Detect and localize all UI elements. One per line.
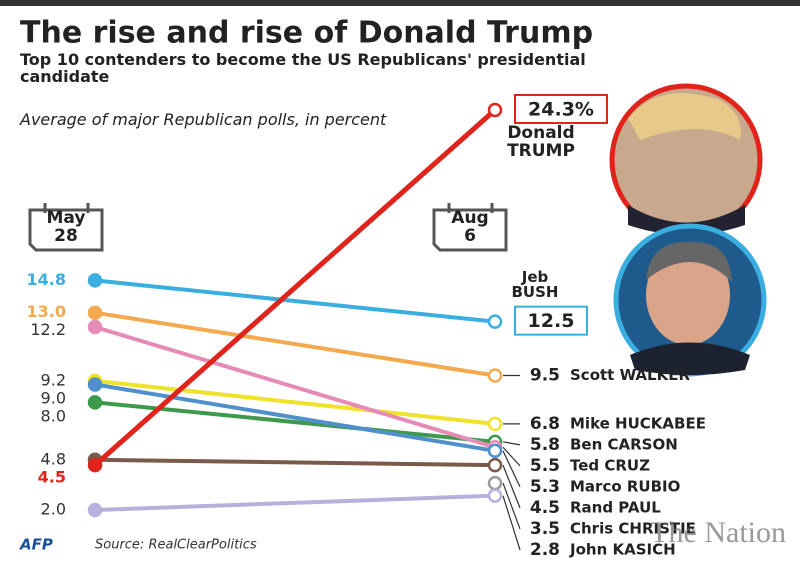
start-value-label: 14.8 (27, 270, 66, 289)
point (87, 319, 103, 335)
end-value-label: 4.5 (530, 498, 560, 518)
point (487, 102, 503, 118)
category-label: Aug 6 (451, 208, 489, 246)
start-value-label: 8.0 (41, 406, 66, 425)
category-label: May 28 (46, 208, 86, 246)
series-name: Ben CARSON (570, 435, 678, 453)
series-line (94, 382, 496, 453)
end-value-label: 12.5 (528, 310, 575, 332)
point (487, 416, 503, 432)
point (487, 457, 503, 473)
series-name: Donald TRUMP (507, 123, 575, 161)
start-value-label: 9.2 (41, 370, 66, 389)
point (487, 475, 503, 491)
callout-box (514, 94, 608, 124)
point (487, 314, 503, 329)
end-value-label: 3.5 (530, 519, 560, 539)
point (87, 395, 103, 410)
series-line (94, 278, 496, 324)
series-line (94, 493, 496, 512)
note: Average of major Republican polls, in pe… (20, 110, 387, 129)
start-value-label: 2.0 (41, 500, 66, 519)
callout-box (514, 305, 588, 336)
series-name: Jeb BUSH (511, 267, 559, 302)
series-name: Ted CRUZ (570, 456, 650, 474)
top-bar (0, 0, 800, 6)
series-name: Marco RUBIO (570, 477, 680, 495)
end-value-label: 5.8 (530, 435, 560, 455)
start-value-label: 4.8 (41, 449, 66, 468)
source: Source: RealClearPolitics (95, 538, 257, 553)
series-name: Rand PAUL (570, 498, 661, 516)
chart-title: The rise and rise of Donald Trump (20, 16, 593, 51)
series-line (94, 400, 496, 444)
point (87, 305, 103, 320)
start-value-label: 13.0 (27, 302, 66, 321)
series-name: Chris CHRISTIE (570, 519, 696, 537)
trump-photo (609, 83, 763, 237)
series-line (93, 108, 497, 468)
start-value-label: 9.0 (41, 388, 66, 407)
leader-line (502, 450, 521, 488)
point (87, 273, 103, 288)
watermark: The Nation (650, 516, 786, 549)
point (87, 457, 103, 473)
series-line (94, 310, 496, 378)
subtitle: Top 10 contenders to become the US Repub… (20, 50, 586, 86)
series-name: Mike HUCKABEE (570, 414, 706, 432)
point (87, 377, 103, 392)
leader-line (502, 495, 521, 551)
series-name: Scott WALKER (570, 366, 690, 384)
point (487, 488, 503, 503)
end-value-label: 2.8 (530, 540, 560, 560)
bush-photo (613, 223, 767, 377)
leader-line (502, 482, 521, 530)
end-value-label: 24.3% (528, 99, 594, 121)
start-value-label: 12.2 (30, 320, 66, 339)
series-line (94, 325, 496, 450)
series-name: John KASICH (569, 540, 676, 558)
point (487, 368, 503, 383)
end-value-label: 9.5 (530, 365, 560, 385)
end-value-label: 5.5 (530, 456, 560, 476)
logo: AFP (19, 536, 53, 554)
calendar-icon (28, 203, 508, 252)
leader-line (502, 464, 521, 509)
series-line (94, 378, 496, 426)
start-value-label: 4.5 (38, 467, 66, 486)
end-value-label: 5.3 (530, 477, 560, 497)
leader-line (502, 446, 521, 467)
point (487, 443, 503, 459)
series-line (94, 457, 496, 468)
point (87, 502, 103, 518)
leader-line (502, 441, 521, 446)
end-value-label: 6.8 (530, 414, 560, 434)
